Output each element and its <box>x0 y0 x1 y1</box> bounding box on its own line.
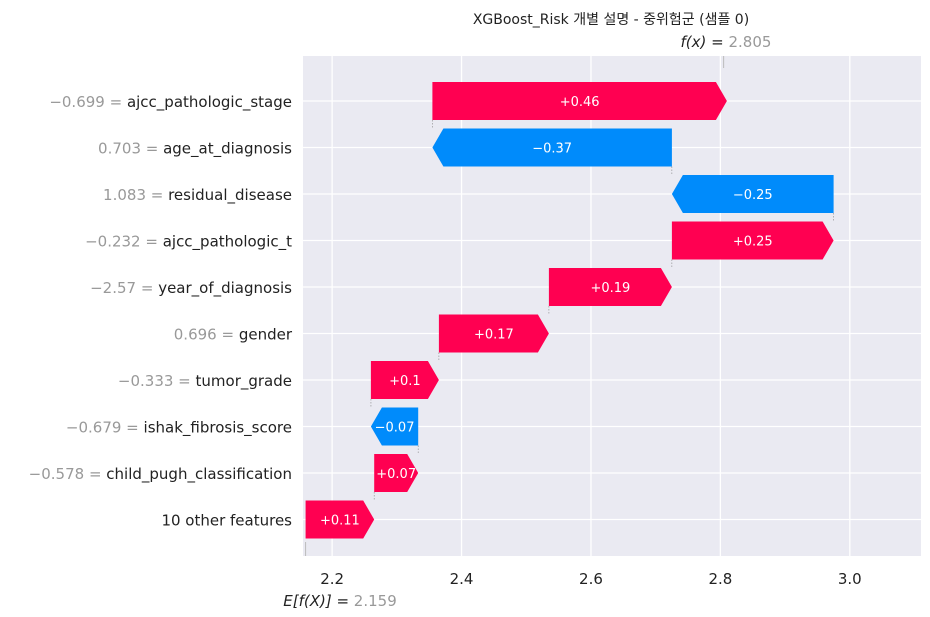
feature-name: child_pugh_classification <box>106 465 292 484</box>
feature-name: tumor_grade <box>196 372 292 391</box>
chart-title: XGBoost_Risk 개별 설명 - 중위험군 (샘플 0) <box>473 12 749 28</box>
x-tick-label: 2.2 <box>320 570 344 588</box>
x-tick-label: 2.4 <box>450 570 474 588</box>
bar-age_at_diagnosis <box>432 128 672 167</box>
feature-value: 0.696 = <box>174 326 239 344</box>
x-tick-label: 2.6 <box>579 570 603 588</box>
bar-value-label: +0.11 <box>320 514 360 529</box>
bar-value-label: +0.1 <box>389 374 421 389</box>
bar-value-label: −0.25 <box>733 188 773 203</box>
bar-gender <box>438 314 549 353</box>
feature-name: ishak_fibrosis_score <box>144 419 292 438</box>
feature-value: −0.578 = <box>29 465 107 483</box>
feature-value: 1.083 = <box>103 186 168 204</box>
bar-child_pugh_classification <box>374 454 419 492</box>
feature-value: 0.703 = <box>98 140 163 158</box>
bar-value-label: +0.46 <box>560 95 600 110</box>
bar-ishak_fibrosis_score <box>370 407 419 446</box>
fx-label: f(x) = <box>681 33 729 51</box>
feature-value: −0.232 = <box>85 233 163 251</box>
feature-value: −0.333 = <box>118 372 196 390</box>
feature-label: 1.083 = residual_disease <box>103 186 292 205</box>
feature-labels: −0.699 = ajcc_pathologic_stage 0.703 = ag… <box>29 93 293 530</box>
feature-label: −0.679 = ishak_fibrosis_score <box>66 419 292 438</box>
x-axis-ticks: 2.2 2.4 2.6 2.8 3.0 <box>320 570 862 588</box>
feature-name: 10 other features <box>161 512 292 530</box>
feature-name: ajcc_pathologic_t <box>163 233 292 252</box>
bar-value-label: −0.37 <box>532 142 572 157</box>
x-tick-label: 2.8 <box>708 570 732 588</box>
bar-10-other-features <box>305 500 375 539</box>
bar-year_of_diagnosis <box>548 268 672 306</box>
connector-lines <box>305 56 834 556</box>
bar-residual_disease <box>671 175 834 213</box>
feature-value: −0.679 = <box>66 419 144 437</box>
bar-value-label: +0.25 <box>733 235 773 250</box>
bar-value-label: +0.07 <box>376 467 416 482</box>
feature-label: −2.57 = year_of_diagnosis <box>90 279 292 298</box>
feature-label: −0.232 = ajcc_pathologic_t <box>85 233 292 252</box>
feature-value: −0.699 = <box>49 93 127 111</box>
bar-ajcc_pathologic_t <box>671 221 834 260</box>
bars: +0.46 −0.37 −0.25 +0.25 +0.19 +0.17 +0.1 −0.07 +… <box>305 82 834 539</box>
feature-name: ajcc_pathologic_stage <box>127 93 292 112</box>
feature-label: 0.696 = gender <box>174 326 293 344</box>
feature-label: 0.703 = age_at_diagnosis <box>98 140 292 159</box>
fx-value: 2.805 <box>729 33 772 51</box>
feature-label: 10 other features <box>161 512 292 530</box>
bar-value-label: +0.17 <box>474 328 514 343</box>
feature-name: age_at_diagnosis <box>163 140 292 159</box>
feature-name: gender <box>239 326 293 344</box>
feature-value: −2.57 = <box>90 279 158 297</box>
feature-label: −0.578 = child_pugh_classification <box>29 465 292 484</box>
bar-ajcc_pathologic_stage <box>432 82 727 120</box>
bar-value-label: −0.07 <box>375 421 415 436</box>
feature-label: −0.699 = ajcc_pathologic_stage <box>49 93 292 112</box>
bar-value-label: +0.19 <box>590 281 630 296</box>
bar-tumor_grade <box>370 361 439 399</box>
feature-label: −0.333 = tumor_grade <box>118 372 292 391</box>
efx-annotation: E[f(X)] = 2.159 <box>283 592 397 610</box>
efx-value: 2.159 <box>354 592 397 610</box>
fx-annotation: f(x) = 2.805 <box>681 33 772 51</box>
efx-label: E[f(X)] = <box>283 592 354 610</box>
feature-name: year_of_diagnosis <box>158 279 292 298</box>
x-tick-label: 3.0 <box>838 570 862 588</box>
feature-name: residual_disease <box>168 186 292 205</box>
